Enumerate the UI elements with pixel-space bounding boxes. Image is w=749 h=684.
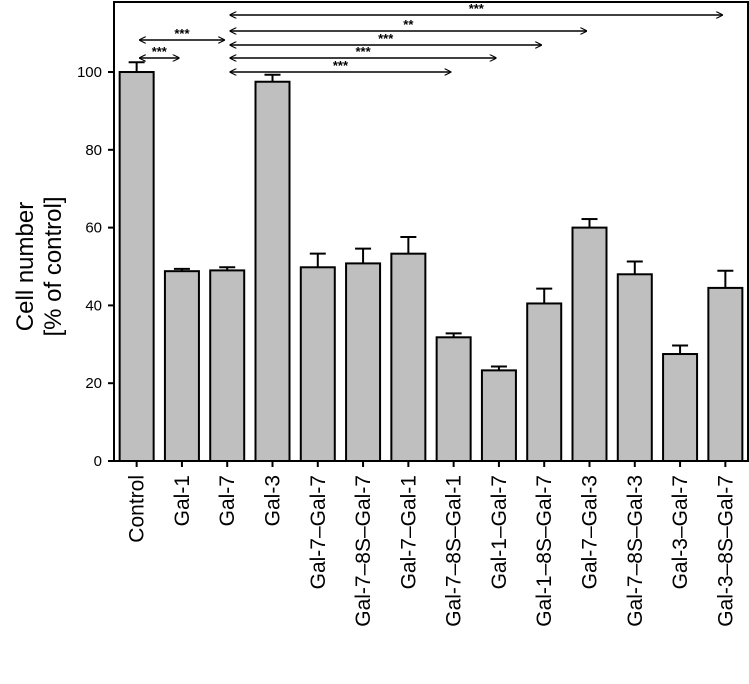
y-tick-label-20: 20 — [85, 375, 102, 392]
error-bar-11 — [626, 260, 643, 275]
x-tick-label-1: Gal-1 — [171, 475, 194, 526]
error-bar-8 — [490, 365, 507, 371]
bar-7 — [435, 336, 472, 462]
significance-0: *** — [140, 44, 179, 59]
bar-5 — [345, 262, 382, 462]
bar-4 — [299, 266, 336, 462]
error-bar-2 — [219, 266, 236, 271]
y-tick-label-80: 80 — [85, 142, 102, 159]
x-tick-label-8: Gal-1–Gal-7 — [488, 475, 511, 589]
bar-11 — [616, 273, 653, 463]
y-axis-label: Cell number[% of control] — [12, 196, 67, 336]
bar-8 — [480, 369, 517, 462]
bar-6 — [390, 252, 427, 462]
error-bar-6 — [400, 235, 417, 254]
significance-6: *** — [230, 58, 450, 73]
error-bar-1 — [173, 267, 190, 272]
significance-2: *** — [230, 1, 722, 16]
bar-2 — [209, 269, 246, 463]
significance-label-0: *** — [152, 44, 168, 59]
x-tick-label-9: Gal-1–8S–Gal-7 — [533, 475, 556, 627]
significance-label-6: *** — [333, 58, 349, 73]
y-ticks: 0 20 40 60 80 100 — [77, 64, 114, 470]
significance-3: ** — [230, 17, 586, 32]
error-bar-0 — [128, 61, 145, 73]
y-tick-label-100: 100 — [77, 64, 102, 81]
significance-label-4: *** — [378, 31, 394, 46]
error-bar-5 — [355, 247, 372, 264]
bar-13 — [707, 286, 744, 463]
error-bar-9 — [536, 287, 553, 304]
x-tick-label-10: Gal-7–Gal-3 — [579, 475, 602, 589]
y-axis-title-line-0: Cell number — [12, 202, 39, 331]
axes — [113, 1, 749, 462]
bar-1 — [163, 270, 200, 462]
y-axis-title: Cell number[% of control] — [12, 196, 67, 336]
error-bar-3 — [264, 73, 281, 82]
x-tick-label-5: Gal-7–8S–Gal-7 — [352, 475, 375, 627]
error-bar-13 — [717, 269, 734, 288]
significance-1: *** — [140, 26, 225, 41]
error-bars — [128, 61, 734, 371]
x-tick-labels: Control Gal-1 Gal-7 Gal-3 Gal-7–Gal-7 Gal-7–8… — [126, 461, 737, 627]
error-bar-12 — [672, 344, 689, 355]
x-tick-label-0: Control — [126, 475, 149, 543]
bar-3 — [254, 80, 291, 463]
y-tick-label-40: 40 — [85, 297, 102, 314]
x-tick-label-12: Gal-3–Gal-7 — [669, 475, 692, 589]
significance-label-5: *** — [355, 44, 371, 59]
x-tick-label-11: Gal-7–8S–Gal-3 — [624, 475, 647, 627]
significance-label-1: *** — [174, 26, 190, 41]
bar-0 — [118, 71, 155, 463]
y-axis-title-line-1: [% of control] — [40, 196, 67, 336]
error-bar-4 — [309, 252, 326, 268]
significance-label-3: ** — [403, 17, 414, 32]
x-tick-label-7: Gal-7–8S–Gal-1 — [443, 475, 466, 627]
x-tick-label-3: Gal-3 — [262, 475, 285, 526]
y-tick-label-60: 60 — [85, 220, 102, 237]
x-tick-label-6: Gal-7–Gal-1 — [397, 475, 420, 589]
x-tick-label-4: Gal-7–Gal-7 — [307, 475, 330, 589]
bar-10 — [571, 226, 608, 462]
significance-label-2: *** — [469, 1, 485, 16]
plot-frame — [113, 1, 749, 462]
error-bar-7 — [445, 332, 462, 338]
error-bar-10 — [581, 218, 598, 228]
bar-9 — [526, 302, 563, 462]
x-tick-label-2: Gal-7 — [216, 475, 239, 526]
significance-annotations: ******************** — [140, 1, 723, 73]
significance-5: *** — [230, 44, 496, 59]
significance-4: *** — [230, 31, 541, 46]
bars — [118, 71, 744, 463]
y-tick-label-0: 0 — [94, 453, 102, 470]
x-tick-label-13: Gal-3–8S–Gal-7 — [714, 475, 737, 627]
bar-12 — [662, 353, 699, 462]
